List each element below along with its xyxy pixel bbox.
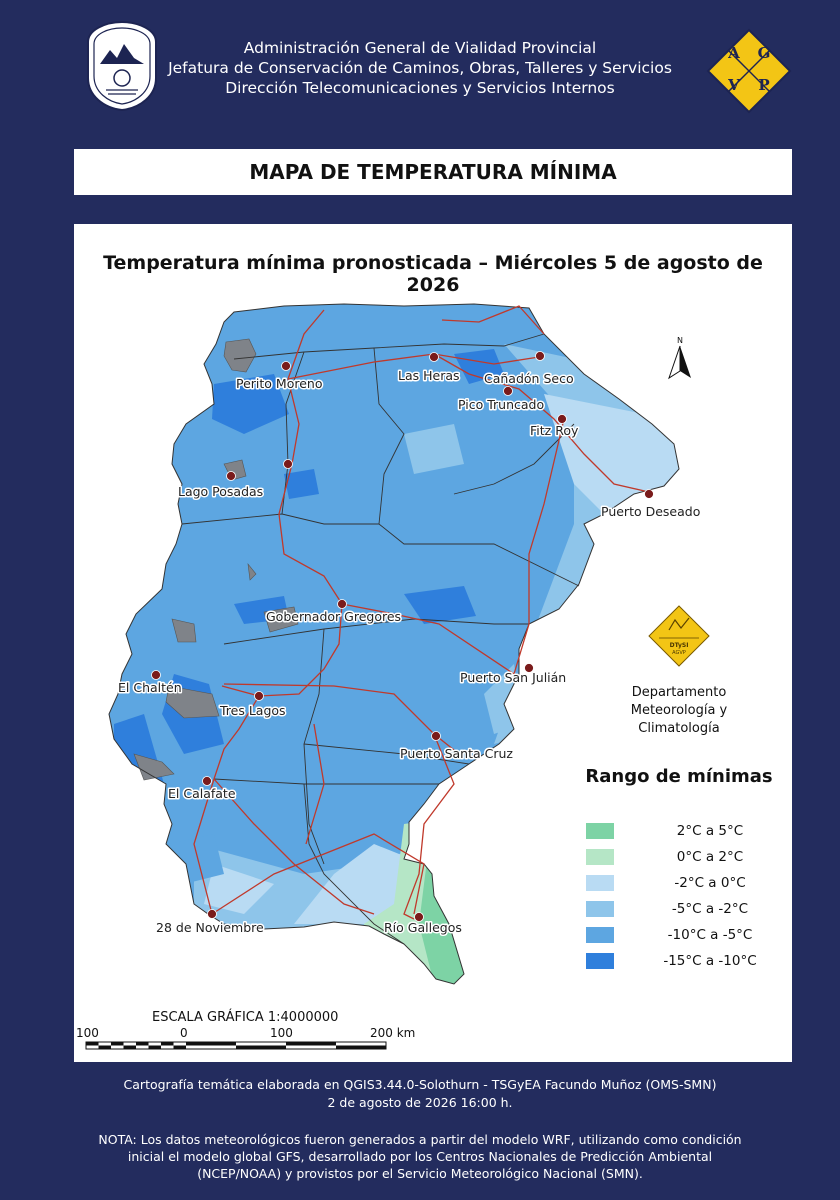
header-line-1: Administración General de Vialidad Provi…: [243, 39, 597, 57]
marker-tres-lagos: [254, 691, 264, 701]
legend-item: -2°C a 0°C: [586, 873, 786, 893]
legend-label: 0°C a 2°C: [676, 849, 744, 865]
label-gobernador-gregores: Gobernador Gregores: [266, 609, 401, 624]
marker-fitz-roy: [557, 414, 567, 424]
marker-el-chalten: [151, 670, 161, 680]
note-line-1: NOTA: Los datos meteorológicos fueron ge…: [98, 1132, 742, 1147]
dtysi-logo: DTySI AGVP: [648, 605, 710, 667]
north-label: N: [677, 336, 683, 345]
marker-puerto-santa-cruz: [431, 731, 441, 741]
marker-rio-gallegos: [414, 912, 424, 922]
legend-item: -15°C a -10°C: [586, 951, 786, 971]
marker-puerto-deseado: [644, 489, 654, 499]
marker-gob-caminos: [283, 459, 293, 469]
scale-bar: [85, 1041, 387, 1050]
header-line-3: Dirección Telecomunicaciones y Servicios…: [225, 79, 615, 97]
legend-swatch: [586, 849, 614, 865]
label-rio-gallegos: Río Gallegos: [384, 920, 462, 935]
label-perito-moreno: Perito Moreno: [236, 376, 322, 391]
credit-date: 2 de agosto de 2026 16:00 h.: [327, 1095, 513, 1110]
north-arrow-icon: N: [668, 336, 691, 380]
label-las-heras: Las Heras: [398, 368, 460, 383]
agvp-small-logo-text: AGVP: [672, 650, 686, 656]
scale-tick-100: 100: [270, 1026, 293, 1040]
logo-letter-v: V: [727, 76, 740, 94]
legend-swatch: [586, 927, 614, 943]
legend-label: -5°C a -2°C: [671, 901, 749, 917]
marker-gobernador-gregores: [337, 599, 347, 609]
department-line-1: Departamento: [631, 685, 727, 700]
marker-las-heras: [429, 352, 439, 362]
lakes: [133, 338, 299, 781]
map-subtitle: Temperatura mínima pronosticada – Miérco…: [103, 252, 763, 296]
legend-item: 2°C a 5°C: [586, 821, 786, 841]
map-panel: Temperatura mínima pronosticada – Miérco…: [74, 224, 792, 1062]
legend-title: Rango de mínimas: [585, 766, 773, 787]
marker-perito-moreno: [281, 361, 291, 371]
marker-el-calafate: [202, 776, 212, 786]
label-tres-lagos: Tres Lagos: [219, 703, 286, 718]
label-puerto-san-julian: Puerto San Julián: [460, 670, 566, 685]
legend-label: 2°C a 5°C: [676, 823, 744, 839]
legend-item: -10°C a -5°C: [586, 925, 786, 945]
legend-swatch: [586, 823, 614, 839]
marker-28-de-noviembre: [207, 909, 217, 919]
label-el-chalten: El Chaltén: [118, 680, 182, 695]
header-line-2: Jefatura de Conservación de Caminos, Obr…: [168, 59, 672, 77]
legend-item: 0°C a 2°C: [586, 847, 786, 867]
city-markers: [151, 351, 654, 922]
legend-label: -10°C a -5°C: [667, 927, 753, 943]
legend-swatch: [586, 875, 614, 891]
logo-letter-p: P: [758, 76, 769, 94]
legend-item: -5°C a -2°C: [586, 899, 786, 919]
dtysi-logo-text: DTySI: [670, 642, 689, 649]
note-line-3: (NCEP/NOAA) y provistos por el Servicio …: [197, 1166, 643, 1181]
page-title: MAPA DE TEMPERATURA MÍNIMA: [74, 149, 792, 195]
label-pico-truncado: Pico Truncado: [458, 397, 544, 412]
marker-puerto-san-julian: [524, 663, 534, 673]
marker-lago-posadas: [226, 471, 236, 481]
label-el-calafate: El Calafate: [168, 786, 236, 801]
note-line-2: inicial el modelo global GFS, desarrolla…: [127, 1149, 713, 1164]
logo-letter-a: A: [727, 44, 740, 62]
legend-swatch: [586, 953, 614, 969]
label-puerto-santa-cruz: Puerto Santa Cruz: [400, 746, 513, 761]
scale-tick-100-left: 100: [76, 1026, 99, 1040]
header-text: Administración General de Vialidad Provi…: [150, 38, 690, 98]
city-labels: Perito Moreno Las Heras Cañadón Seco Pic…: [117, 367, 702, 937]
note: NOTA: Los datos meteorológicos fueron ge…: [40, 1131, 800, 1182]
logo-letter-g: G: [758, 44, 771, 62]
roads: [193, 305, 650, 920]
department-line-2: Meteorología y Climatología: [630, 703, 728, 736]
credit-line: Cartografía temática elaborada en QGIS3.…: [123, 1077, 717, 1092]
legend-label: -15°C a -10°C: [663, 953, 757, 969]
scale-title: ESCALA GRÁFICA 1:4000000: [152, 1010, 339, 1025]
label-lago-posadas: Lago Posadas: [178, 484, 263, 499]
provincial-seal-logo: [87, 20, 157, 112]
scale-tick-200: 200 km: [370, 1026, 416, 1040]
agvp-logo: A G V P: [706, 28, 792, 114]
credits: Cartografía temática elaborada en QGIS3.…: [40, 1076, 800, 1112]
marker-canadon-seco: [535, 351, 545, 361]
department-label: Departamento Meteorología y Climatología: [604, 684, 754, 738]
marker-pico-truncado: [503, 386, 513, 396]
header: Administración General de Vialidad Provi…: [0, 0, 840, 145]
label-puerto-deseado: Puerto Deseado: [601, 504, 700, 519]
label-28-de-noviembre: 28 de Noviembre: [156, 920, 264, 935]
legend-label: -2°C a 0°C: [674, 875, 746, 891]
temperature-map: Perito Moreno Las Heras Cañadón Seco Pic…: [85, 303, 710, 1050]
label-canadon-seco: Cañadón Seco: [484, 371, 574, 386]
scale-tick-0: 0: [180, 1026, 188, 1040]
legend-swatch: [586, 901, 614, 917]
label-fitz-roy: Fitz Roy: [530, 423, 579, 438]
